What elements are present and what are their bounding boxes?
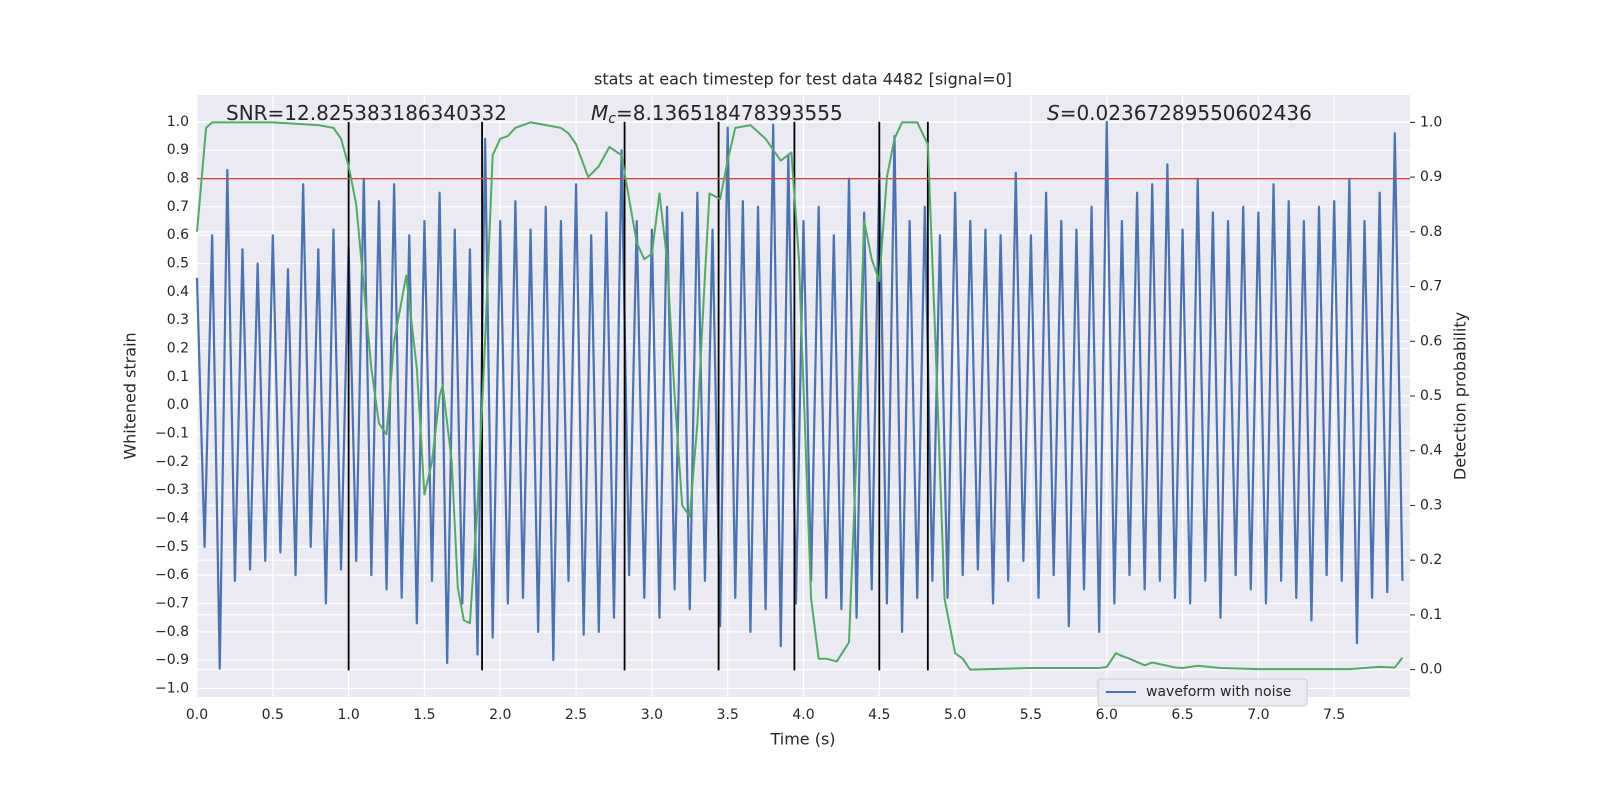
annotation: S=0.02367289550602436 [1047,101,1312,125]
x-tick-label: 6.0 [1096,707,1118,723]
y-tick-label: 1.0 [167,114,189,130]
x-tick-label: 3.0 [641,707,663,723]
annotation-subscript: c [608,111,616,127]
y2-tick-label: 0.8 [1420,224,1442,240]
x-tick-label: 4.0 [792,707,814,723]
y-tick-label: 0.1 [167,369,189,385]
annotation-symbol: S [1047,101,1060,125]
y2-tick-label: 1.0 [1420,114,1442,130]
probability-line [196,121,1404,671]
y-tick-label: 0.2 [167,341,189,357]
annotation: Mc=8.136518478393555 [591,101,843,128]
waveform-line [195,120,1404,670]
x-tick-label: 5.0 [944,707,966,723]
chart-title: stats at each timestep for test data 448… [594,70,1012,89]
y-tick-label: −0.6 [155,567,189,583]
y-tick-label: −0.7 [155,596,189,612]
y2-tick-label: 0.1 [1420,607,1442,623]
y2-tick-label: 0.2 [1420,552,1442,568]
y-tick-label: −1.0 [155,681,189,697]
y-tick-label: −0.2 [155,454,189,470]
y-tick-label: 0.9 [167,142,189,158]
annotation-text: SNR=12.825383186340332 [226,101,507,125]
y-tick-label: 0.4 [167,284,189,300]
y-tick-label: 0.6 [167,227,189,243]
y2-tick-label: 0.7 [1420,279,1442,295]
y2-tick-label: 0.5 [1420,388,1442,404]
x-tick-label: 5.5 [1020,707,1042,723]
annotation: SNR=12.825383186340332 [226,101,507,125]
y-tick-label: −0.8 [155,624,189,640]
x-tick-label: 7.0 [1247,707,1269,723]
annotation-text: =8.136518478393555 [616,101,843,125]
x-tick-label: 0.0 [186,707,208,723]
x-tick-label: 6.5 [1171,707,1193,723]
legend-box [1097,678,1308,707]
x-axis-label: Time (s) [769,730,835,749]
annotation-text: =0.02367289550602436 [1060,101,1312,125]
y-tick-label: 0.3 [167,312,189,328]
y-tick-label: −0.3 [155,482,189,498]
y-tick-label: 0.5 [167,256,189,272]
y2-axis-label: Detection probability [1451,312,1470,480]
y2-tick-label: 0.4 [1420,443,1442,459]
y-tick-label: −0.4 [155,511,189,527]
y2-tick-label: 0.9 [1420,169,1442,185]
y-tick-label: 0.0 [167,397,189,413]
legend-label: waveform with noise [1146,684,1291,700]
x-tick-label: 2.0 [489,707,511,723]
y-tick-label: −0.1 [155,426,189,442]
annotation-symbol: M [591,101,608,125]
x-tick-label: 2.5 [565,707,587,723]
x-tick-label: 7.5 [1323,707,1345,723]
y2-tick-label: 0.6 [1420,333,1442,349]
y-tick-label: −0.5 [155,539,189,555]
x-tick-label: 3.5 [717,707,739,723]
y-tick-label: −0.9 [155,652,189,668]
x-tick-label: 1.5 [413,707,435,723]
x-tick-label: 4.5 [868,707,890,723]
x-tick-label: 0.5 [262,707,284,723]
y2-tick-label: 0.0 [1420,662,1442,678]
y-tick-label: 0.8 [167,171,189,187]
y-axis-label: Whitened strain [121,332,140,459]
y2-tick-label: 0.3 [1420,497,1442,513]
y-tick-label: 0.7 [167,199,189,215]
x-tick-label: 1.0 [337,707,359,723]
